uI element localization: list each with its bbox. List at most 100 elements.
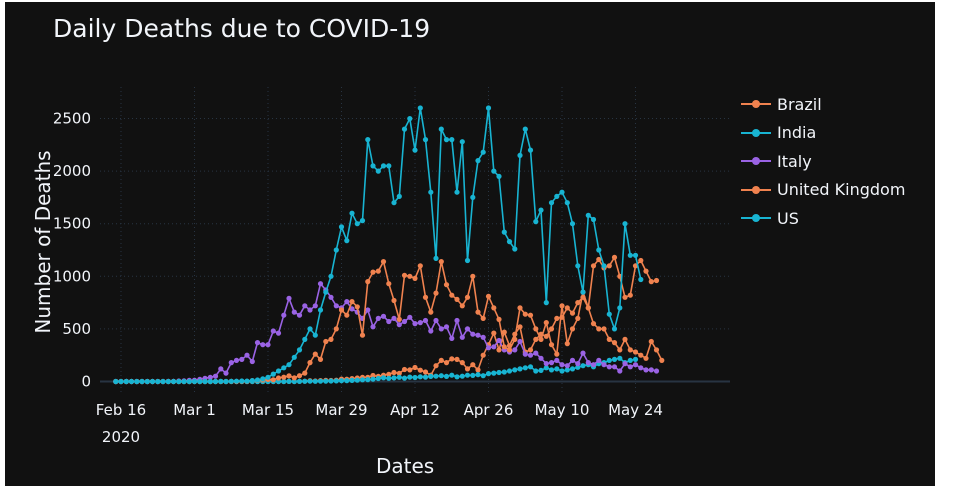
data-point-us	[522, 126, 528, 132]
data-point-brazil	[653, 277, 660, 284]
data-point-united-kingdom	[365, 279, 371, 285]
x-tick-label: Mar 15	[242, 401, 294, 419]
data-point-brazil	[407, 367, 413, 373]
data-point-us	[302, 336, 308, 342]
data-point-india	[611, 356, 618, 362]
data-point-united-kingdom	[627, 347, 633, 353]
data-point-italy	[533, 350, 539, 356]
data-point-india	[512, 367, 518, 373]
data-point-brazil	[569, 310, 576, 316]
data-point-united-kingdom	[512, 336, 518, 342]
data-point-us	[291, 354, 297, 360]
data-point-us	[223, 378, 229, 385]
data-point-united-kingdom	[396, 316, 402, 322]
data-point-italy	[564, 363, 570, 369]
data-point-us	[359, 218, 366, 224]
data-point-us	[606, 311, 612, 317]
data-point-united-kingdom	[554, 351, 560, 357]
data-point-us	[396, 193, 402, 199]
data-point-india	[391, 375, 397, 381]
data-point-brazil	[391, 369, 397, 376]
data-point-italy	[233, 357, 240, 363]
data-point-united-kingdom	[648, 338, 654, 345]
data-point-us	[212, 378, 219, 385]
data-point-us	[491, 168, 497, 174]
legend-label-italy: Italy	[777, 151, 812, 171]
data-point-italy	[349, 306, 355, 312]
legend-item-us[interactable]: US	[741, 204, 905, 233]
data-point-brazil	[575, 300, 581, 306]
data-point-us	[244, 378, 250, 384]
data-point-brazil	[554, 315, 560, 321]
data-point-brazil	[533, 336, 539, 342]
legend[interactable]: Brazil India Italy United Kingdom US	[741, 90, 905, 233]
data-point-us	[249, 378, 255, 384]
data-point-us	[118, 378, 124, 385]
data-point-italy	[239, 356, 245, 362]
data-point-italy	[270, 328, 276, 334]
data-point-italy	[365, 307, 371, 313]
data-point-india	[312, 378, 318, 384]
data-point-italy	[512, 347, 518, 353]
data-point-italy	[596, 357, 602, 363]
data-point-united-kingdom	[601, 326, 607, 332]
legend-item-united-kingdom[interactable]: United Kingdom	[741, 176, 905, 205]
data-point-italy	[291, 309, 297, 315]
data-point-us	[370, 163, 376, 169]
data-point-united-kingdom	[590, 321, 597, 327]
data-point-italy	[517, 338, 523, 345]
data-point-brazil	[386, 371, 392, 377]
legend-item-italy[interactable]: Italy	[741, 147, 905, 176]
data-point-united-kingdom	[622, 336, 628, 342]
data-point-us	[622, 221, 628, 227]
data-point-us	[433, 255, 439, 261]
data-point-united-kingdom	[459, 303, 465, 309]
legend-item-india[interactable]: India	[741, 119, 905, 148]
data-point-italy	[632, 362, 639, 368]
data-point-us	[155, 378, 161, 385]
data-point-india	[323, 378, 329, 384]
data-point-india	[454, 374, 460, 380]
data-point-india	[632, 356, 639, 362]
legend-item-brazil[interactable]: Brazil	[741, 90, 905, 119]
data-point-united-kingdom	[606, 336, 612, 342]
data-point-us	[265, 374, 271, 380]
data-point-india	[370, 376, 376, 382]
data-point-us	[412, 147, 418, 153]
data-point-india	[380, 375, 387, 381]
data-point-united-kingdom	[496, 316, 502, 322]
data-point-us	[139, 378, 145, 385]
data-point-brazil	[422, 369, 429, 375]
data-point-us	[354, 221, 360, 227]
data-point-india	[559, 368, 565, 374]
data-point-us	[170, 378, 177, 385]
data-point-united-kingdom	[643, 355, 649, 361]
x-tick-label: Mar 1	[173, 401, 216, 419]
y-tick-label: 1500	[53, 215, 91, 233]
data-point-italy	[554, 357, 560, 363]
x-tick-label: May 24	[608, 401, 663, 419]
data-point-us	[601, 263, 607, 269]
legend-swatch-united-kingdom	[741, 183, 771, 197]
data-point-us	[407, 116, 413, 122]
data-point-united-kingdom	[443, 282, 450, 288]
data-point-italy	[648, 367, 654, 373]
data-point-united-kingdom	[475, 309, 481, 315]
data-point-us	[517, 152, 523, 158]
data-point-italy	[328, 294, 334, 300]
data-point-italy	[470, 331, 476, 337]
data-point-us	[464, 257, 471, 264]
data-point-brazil	[491, 330, 497, 336]
data-point-india	[580, 363, 586, 369]
data-point-brazil	[648, 279, 654, 285]
data-point-us	[485, 105, 492, 111]
data-point-us	[596, 247, 602, 253]
data-point-us	[228, 378, 234, 384]
data-point-us	[260, 376, 266, 382]
data-point-italy	[522, 351, 528, 357]
data-point-italy	[333, 303, 339, 309]
data-point-united-kingdom	[522, 311, 528, 317]
data-point-us	[134, 378, 140, 385]
data-point-us	[233, 378, 240, 384]
data-point-india	[569, 366, 576, 372]
